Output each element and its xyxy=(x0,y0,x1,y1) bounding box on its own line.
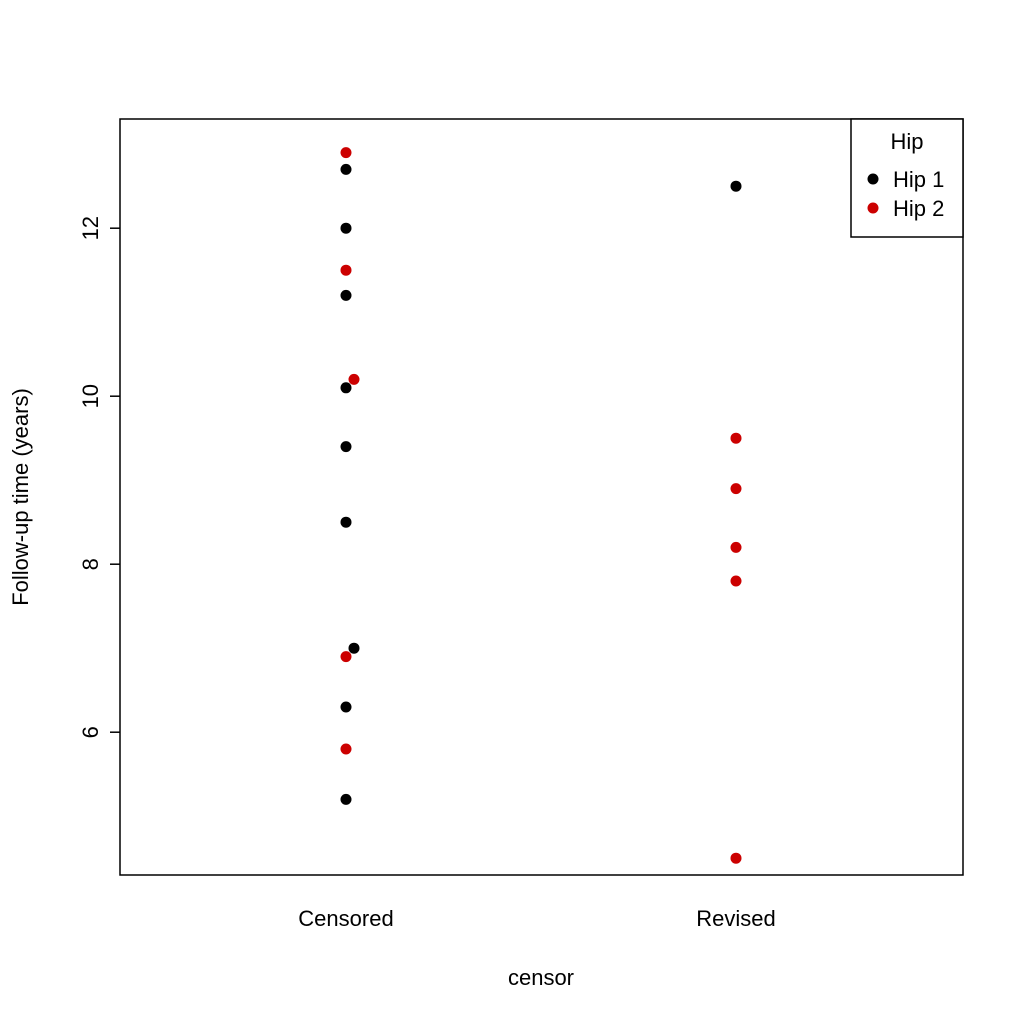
data-point xyxy=(340,701,352,713)
data-point xyxy=(340,382,352,394)
y-axis: 6 8 10 12 xyxy=(78,216,120,738)
y-axis-label: Follow-up time (years) xyxy=(8,388,33,606)
data-point xyxy=(730,541,742,553)
legend-label-hip-2: Hip 2 xyxy=(893,196,944,221)
x-tick-label: Censored xyxy=(298,906,393,931)
y-tick-label: 8 xyxy=(78,558,103,570)
y-tick-label: 12 xyxy=(78,216,103,240)
legend: Hip Hip 1 Hip 2 xyxy=(850,118,964,238)
data-point xyxy=(340,516,352,528)
x-axis-label: censor xyxy=(508,965,574,990)
data-points xyxy=(340,147,742,864)
data-point xyxy=(340,222,352,234)
data-point xyxy=(730,432,742,444)
x-axis: Censored Revised xyxy=(298,906,775,931)
data-point xyxy=(340,289,352,301)
data-point xyxy=(348,373,360,385)
data-point xyxy=(340,147,352,159)
data-point xyxy=(340,743,352,755)
y-tick-label: 10 xyxy=(78,384,103,408)
data-point xyxy=(348,642,360,654)
legend-marker-hip-2 xyxy=(867,202,879,214)
data-point xyxy=(730,180,742,192)
data-point xyxy=(730,852,742,864)
data-point xyxy=(340,163,352,175)
data-point xyxy=(340,651,352,663)
data-point xyxy=(340,793,352,805)
legend-title: Hip xyxy=(890,129,923,154)
data-point xyxy=(340,264,352,276)
legend-marker-hip-1 xyxy=(867,173,879,185)
y-tick-label: 6 xyxy=(78,726,103,738)
plot-frame xyxy=(119,118,964,876)
data-point xyxy=(730,483,742,495)
legend-label-hip-1: Hip 1 xyxy=(893,167,944,192)
data-point xyxy=(730,575,742,587)
x-tick-label: Revised xyxy=(696,906,775,931)
data-point xyxy=(340,441,352,453)
